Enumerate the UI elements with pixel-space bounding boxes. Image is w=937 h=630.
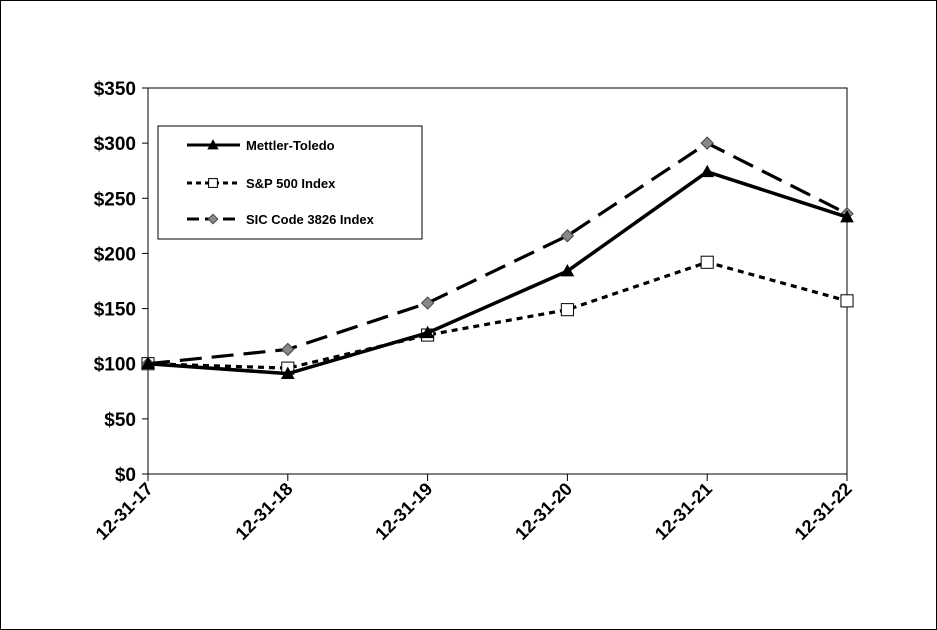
triangle-marker: [700, 164, 715, 178]
y-tick-label: $150: [94, 300, 136, 321]
x-tick-label: 12-31-20: [511, 479, 576, 544]
triangle-marker: [141, 356, 155, 370]
x-tick-label: 12-31-21: [651, 479, 716, 544]
y-tick-label: $350: [94, 79, 136, 100]
diamond-marker: [420, 296, 435, 310]
legend-label: S&P 500 Index: [246, 176, 336, 191]
series-line: [147, 169, 848, 376]
y-tick-label: $50: [104, 410, 136, 431]
series-line: [147, 260, 848, 370]
series-2: [141, 136, 854, 371]
y-axis: $0 $50 $100 $150 $200 $250 $300 $350: [94, 79, 148, 486]
y-tick-label: $200: [94, 244, 136, 265]
triangle-marker: [280, 366, 295, 379]
x-tick-label: 12-31-18: [232, 479, 297, 544]
legend-entry: Mettler-Toledo: [187, 138, 335, 153]
series-0: [141, 164, 854, 379]
diamond-marker: [700, 136, 714, 150]
square-marker: [700, 255, 714, 269]
triangle-marker: [420, 325, 435, 339]
x-tick-label: 12-31-17: [92, 479, 157, 544]
square-marker: [208, 178, 218, 188]
triangle-marker: [207, 139, 219, 150]
y-tick-label: $300: [94, 134, 136, 155]
square-marker: [560, 303, 574, 317]
y-tick-label: $250: [94, 189, 136, 210]
diamond-marker: [560, 229, 575, 243]
diamond-marker: [281, 342, 295, 357]
x-tick-label: 12-31-22: [791, 479, 856, 544]
legend-label: Mettler-Toledo: [246, 138, 335, 153]
series-line: [147, 141, 848, 366]
legend: Mettler-Toledo S&P 500 Index SIC Code 3826…: [157, 125, 423, 240]
y-tick-label: $0: [115, 465, 136, 486]
legend-label: SIC Code 3826 Index: [246, 212, 375, 227]
legend-entry: SIC Code 3826 Index: [187, 212, 375, 227]
x-axis: 12-31-17 12-31-18 12-31-19 12-31-20 12-31-21…: [92, 474, 856, 544]
x-tick-label: 12-31-19: [371, 479, 436, 544]
triangle-marker: [560, 264, 575, 277]
square-marker: [840, 294, 854, 308]
y-tick-label: $100: [94, 355, 136, 376]
diamond-marker: [207, 213, 219, 225]
triangle-marker: [840, 210, 854, 223]
series-layer: [141, 136, 854, 379]
legend-entry: S&P 500 Index: [187, 176, 336, 191]
